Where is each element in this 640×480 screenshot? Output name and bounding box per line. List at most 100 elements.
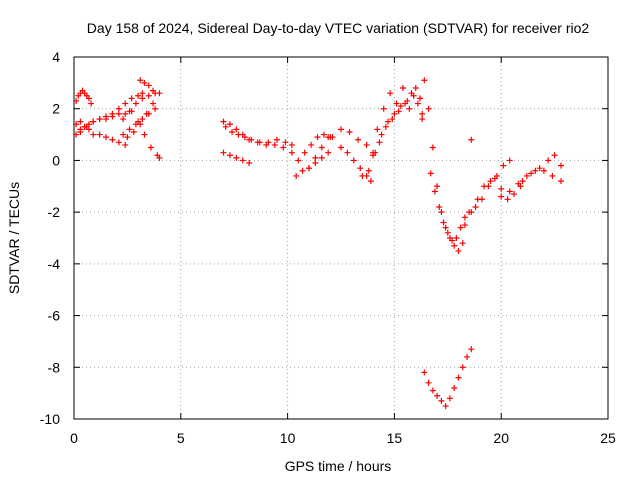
data-point-arc-h [147, 144, 154, 151]
y-axis-label: SDTVAR / TECUs [6, 182, 22, 294]
data-point-arc-z [528, 170, 535, 177]
data-point-arc-d [135, 92, 142, 99]
data-point-arc-l [226, 152, 233, 159]
data-point-arc-g [137, 77, 144, 84]
data-point-arc-t [419, 116, 426, 123]
data-point-arc-u [438, 209, 445, 216]
data-point-arc-t [402, 100, 409, 107]
data-point-arc-p [355, 136, 362, 143]
data-point-arc-p [346, 128, 353, 135]
data-point-arc-s [387, 90, 394, 97]
data-point-arc-x [498, 185, 505, 192]
data-point-arc-t [382, 123, 389, 130]
grid-layer [74, 57, 608, 419]
data-point-arc-h [156, 154, 163, 161]
data-point-arc-a [73, 97, 80, 104]
data-point-arc-t [389, 116, 396, 123]
data-point-arc-u [442, 224, 449, 231]
data-point-arc-w [468, 209, 475, 216]
data-point-arc-s [406, 105, 413, 112]
data-point-arc-k [273, 136, 280, 143]
data-point-arc-v [440, 219, 447, 226]
data-point-arc-n [314, 134, 321, 141]
data-point-arc-t [408, 90, 415, 97]
data-point-arc-dip [468, 346, 475, 353]
data-point-arc-b [73, 121, 80, 128]
data-point-arc-x [485, 183, 492, 190]
data-point-arc-r [397, 103, 404, 110]
data-point-arc-j [280, 144, 287, 151]
data-point-arc-g [141, 79, 148, 86]
x-tick-label: 25 [600, 430, 616, 446]
data-point-arc-u [434, 183, 441, 190]
data-point-arc-r [417, 95, 424, 102]
data-point-arc-u [451, 242, 458, 249]
data-point-arc-k [265, 139, 272, 146]
x-axis-label: GPS time / hours [285, 458, 392, 474]
data-point-arc-t [414, 100, 421, 107]
data-point-arc-k [256, 139, 263, 146]
x-tick-label: 20 [493, 430, 509, 446]
data-point-arc-d [128, 95, 135, 102]
data-point-arc-r [359, 172, 366, 179]
data-point-arc-p [329, 134, 336, 141]
data-point-arc-d [90, 118, 97, 125]
data-point-arc-i [150, 100, 157, 107]
data-point-arc-j [288, 149, 295, 156]
data-point-arc-u [425, 105, 432, 112]
data-point-arc-v [427, 170, 434, 177]
data-point-arc-p [363, 141, 370, 148]
data-point-arc-j [220, 118, 227, 125]
data-point-arc-o [318, 144, 325, 151]
data-point-arc-s [399, 85, 406, 92]
data-point-arc-u [455, 247, 462, 254]
data-point-arc-g [145, 82, 152, 89]
data-point-arc-dip [442, 403, 449, 410]
data-point-arc-f [120, 131, 127, 138]
data-point-arc-l [233, 154, 240, 161]
y-tick-label: -6 [48, 308, 61, 324]
data-point-arc-e [120, 116, 127, 123]
data-point-arc-m [318, 154, 325, 161]
data-point-arc-z [519, 178, 526, 185]
data-point-arc-v [444, 229, 451, 236]
data-point-arc-k [248, 136, 255, 143]
data-point-arc-v [457, 224, 464, 231]
data-point-arc-n [308, 141, 315, 148]
data-point-arc-s [419, 110, 426, 117]
plot-frame [73, 56, 609, 420]
data-point-arc-k [222, 123, 229, 130]
data-point-arc-y [523, 172, 530, 179]
data-point-arc-b [122, 141, 129, 148]
data-point-arc-d [103, 113, 110, 120]
data-point-arc-f [126, 126, 133, 133]
data-point-arc-dip [434, 392, 441, 399]
data-point-arc-l [246, 160, 253, 167]
data-point-arc-r [378, 131, 385, 138]
data-point-arc-m [299, 167, 306, 174]
data-point-arc-r [391, 110, 398, 117]
data-point-arc-e [132, 100, 139, 107]
data-point-arc-b [90, 131, 97, 138]
y-tick-label: 2 [52, 101, 60, 117]
data-point-arc-c [115, 110, 122, 117]
data-point-arc-p [338, 126, 344, 133]
data-point-arc-b [103, 134, 110, 141]
data-point-arc-x [478, 196, 485, 203]
data-point-arc-j [233, 126, 240, 133]
data-point-arc-z [558, 162, 565, 169]
data-point-arc-i [143, 110, 150, 117]
data-point-arc-d [109, 110, 116, 117]
data-point-arc-s [393, 100, 400, 107]
data-point-arc-d [139, 90, 146, 97]
data-point-arc-dip [446, 395, 453, 402]
data-point-arc-y [540, 167, 547, 174]
data-point-arc-k [241, 134, 248, 141]
data-point-arc-n [320, 131, 327, 138]
data-point-arc-z [545, 157, 552, 164]
data-point-arc-j [226, 121, 233, 128]
data-point-arc-g [150, 87, 157, 94]
data-point-arc-dip [425, 379, 432, 386]
x-tick-label: 0 [70, 430, 78, 446]
data-point-arc-l [239, 157, 246, 164]
